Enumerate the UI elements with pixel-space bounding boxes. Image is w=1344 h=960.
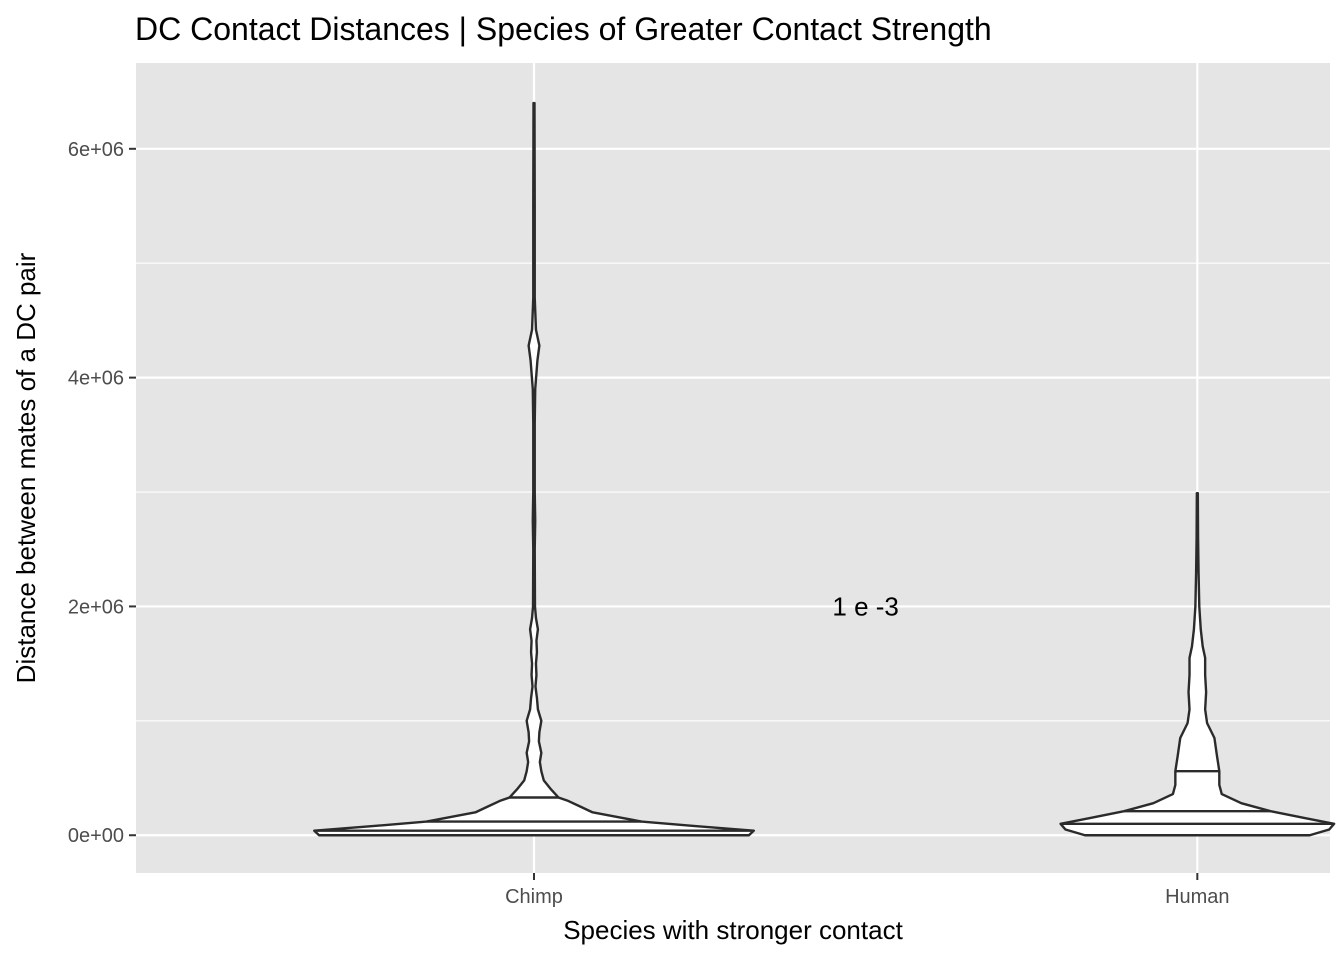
y-tick-label: 4e+06: [68, 368, 124, 390]
annotations: 1 e -3: [832, 591, 899, 621]
x-tick-label: Human: [1165, 886, 1229, 908]
chart-title: DC Contact Distances | Species of Greate…: [135, 11, 992, 47]
y-tick-label: 6e+06: [68, 139, 124, 161]
y-tick-label: 0e+00: [68, 825, 124, 847]
annotation-text: 1 e -3: [832, 591, 899, 621]
axes: 0e+00 2e+06 4e+06 6e+06 Chimp Human: [68, 139, 1230, 908]
violins: [313, 101, 1336, 837]
x-tick-label: Chimp: [505, 886, 563, 908]
y-tick-label: 2e+06: [68, 596, 124, 618]
violin-human: [1059, 491, 1336, 837]
violin-chimp: [313, 101, 755, 837]
plot-panel: [136, 63, 1330, 873]
x-axis-title: Species with stronger contact: [563, 915, 903, 945]
y-axis-title: Distance between mates of a DC pair: [11, 252, 41, 683]
